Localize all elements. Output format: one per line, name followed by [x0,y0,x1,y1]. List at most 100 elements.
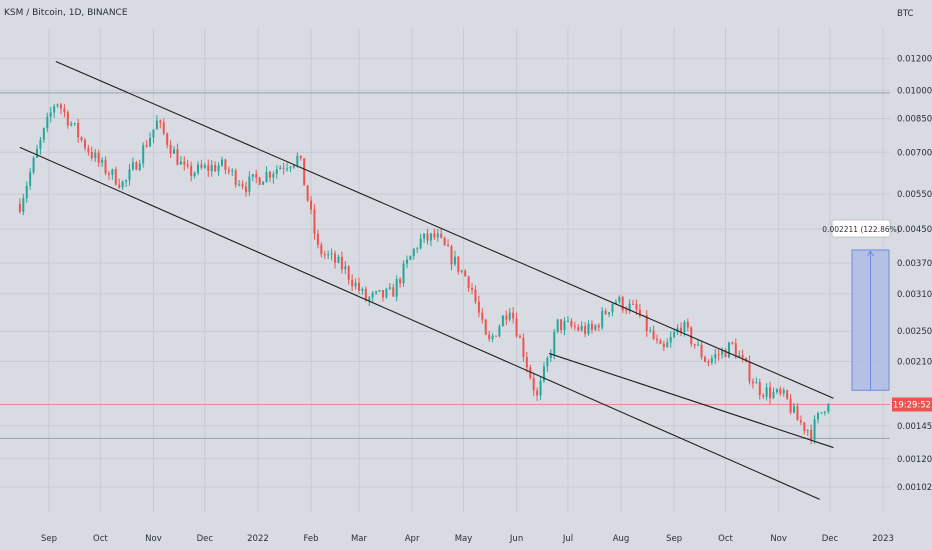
candle-body [340,256,343,270]
candle-body [323,254,326,256]
candle-body [570,320,573,327]
candle-body [755,382,758,384]
x-tick-label: Oct [718,534,733,544]
candle-body [614,301,617,304]
candle-body [371,293,374,298]
x-tick-label: Jun [509,534,523,544]
candle-body [197,164,200,173]
candle-body [563,320,566,330]
candle-body [673,332,676,338]
target-arrow-head [867,249,874,257]
candle-body [724,349,727,358]
candle-body [484,319,487,335]
x-tick-label: Nov [770,534,787,544]
candle-body [594,325,597,330]
candle-body [412,249,415,257]
candle-body [279,167,282,170]
candle-body [779,389,782,394]
candle-body [18,203,21,212]
candle-body [460,270,463,272]
channel-line [548,352,834,449]
candle-body [49,112,52,117]
candle-body [296,155,299,165]
candle-body [97,152,100,163]
candle-body [597,325,600,328]
candle-body [429,233,432,241]
candle-body [539,381,542,396]
candle-body [186,164,189,166]
candle-body [782,390,785,394]
candle-body [142,145,145,164]
candle-body [817,413,820,420]
candle-body [203,165,206,168]
candle-body [90,151,93,159]
candle-body [645,315,648,332]
candle-body [231,170,234,172]
x-tick-label: Oct [93,534,108,544]
candle-body [810,430,813,440]
candle-body [573,326,576,328]
channel-line [19,146,820,500]
candle-body [584,326,587,334]
candle-body [25,185,28,199]
candle-body [200,164,203,168]
candle-body [450,246,453,265]
candle-body [758,382,761,396]
candle-body [522,338,525,358]
candle-body [388,287,391,289]
candle-body [508,312,511,320]
candle-body [721,349,724,355]
candle-body [193,172,196,177]
candle-body [734,343,737,358]
candle-body [536,390,539,396]
candle-body [683,322,686,333]
candle-body [703,357,706,362]
candle-body [512,312,515,319]
candle-body [405,259,408,264]
candle-body [529,367,532,378]
candle-body [73,123,76,125]
candle-body [700,344,703,358]
candle-body [104,159,107,174]
currency-label: BTC [897,9,914,19]
candle-body [556,319,559,332]
candle-body [368,297,371,301]
candle-body [145,145,148,147]
candle-body [131,162,134,170]
candle-body [70,123,73,126]
candle-body [741,355,744,358]
candle-body [183,161,186,165]
candle-body [251,174,254,177]
candle-body [241,184,244,187]
candle-body [515,318,518,337]
candle-body [827,404,830,412]
candle-body [155,120,158,130]
candle-body [327,254,330,256]
candle-body [87,148,90,152]
candle-body [234,170,237,185]
candle-body [662,343,665,348]
candle-body [549,354,552,359]
candle-body [580,326,583,331]
candle-body [107,173,110,175]
candle-body [769,387,772,399]
candle-body [337,256,340,263]
candle-body [710,358,713,363]
candle-body [525,357,528,368]
candle-body [717,354,720,356]
candle-body [786,390,789,399]
candle-body [656,338,659,341]
candle-body [457,256,460,272]
candle-body [306,185,309,201]
candle-body [128,169,131,181]
x-tick-label: Mar [351,534,368,544]
candle-body [173,149,176,154]
candle-body [149,137,152,147]
candle-body [316,233,319,245]
candle-body [498,326,501,337]
candle-body [354,282,357,287]
